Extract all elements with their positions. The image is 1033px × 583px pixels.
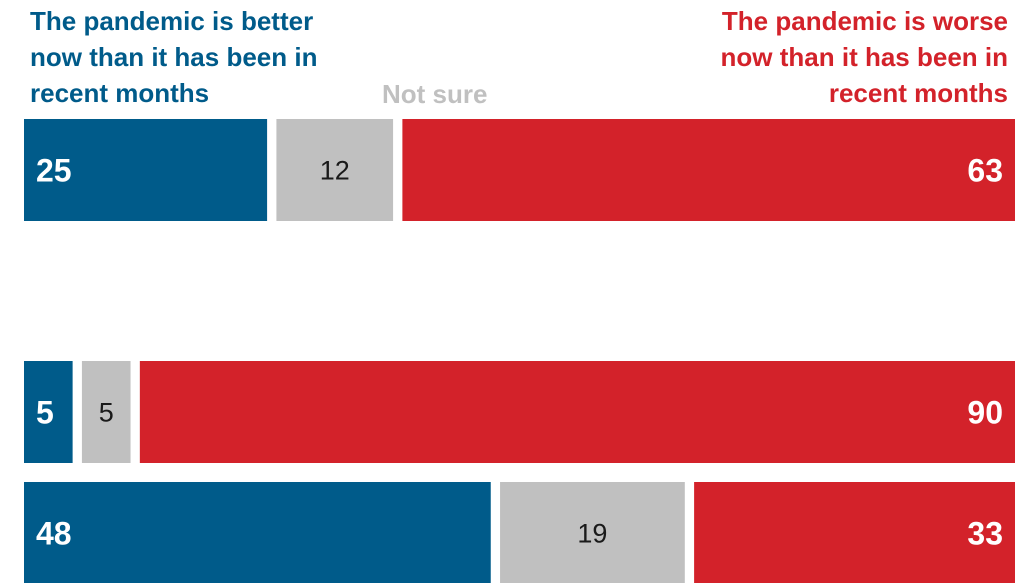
- bar-value-label: 19: [577, 519, 607, 549]
- bar-value-label: 12: [320, 156, 350, 186]
- bar-value-label: 5: [99, 398, 114, 428]
- bar-segment: [24, 119, 268, 221]
- bar-segment: [24, 361, 73, 463]
- bar-value-label: 63: [967, 153, 1003, 189]
- legend-label-not-sure: Not sure: [382, 79, 488, 109]
- bar-segment: [81, 361, 131, 463]
- bar-value-label: 25: [36, 153, 72, 189]
- bar-value-label: 33: [967, 516, 1003, 552]
- bar-segment: [139, 361, 1016, 463]
- legend-label-better: The pandemic is better now than it has b…: [30, 6, 318, 108]
- bar-segment: [24, 482, 491, 583]
- bar-value-label: 5: [36, 395, 54, 431]
- legend-label-worse: The pandemic is worse now than it has be…: [720, 6, 1008, 108]
- bar-segment: [500, 482, 685, 583]
- bar-value-label: 48: [36, 516, 72, 552]
- bar-segment: [276, 119, 394, 221]
- bar-segment: [694, 482, 1015, 583]
- bar-segment: [402, 119, 1015, 221]
- bar-value-label: 90: [967, 395, 1003, 431]
